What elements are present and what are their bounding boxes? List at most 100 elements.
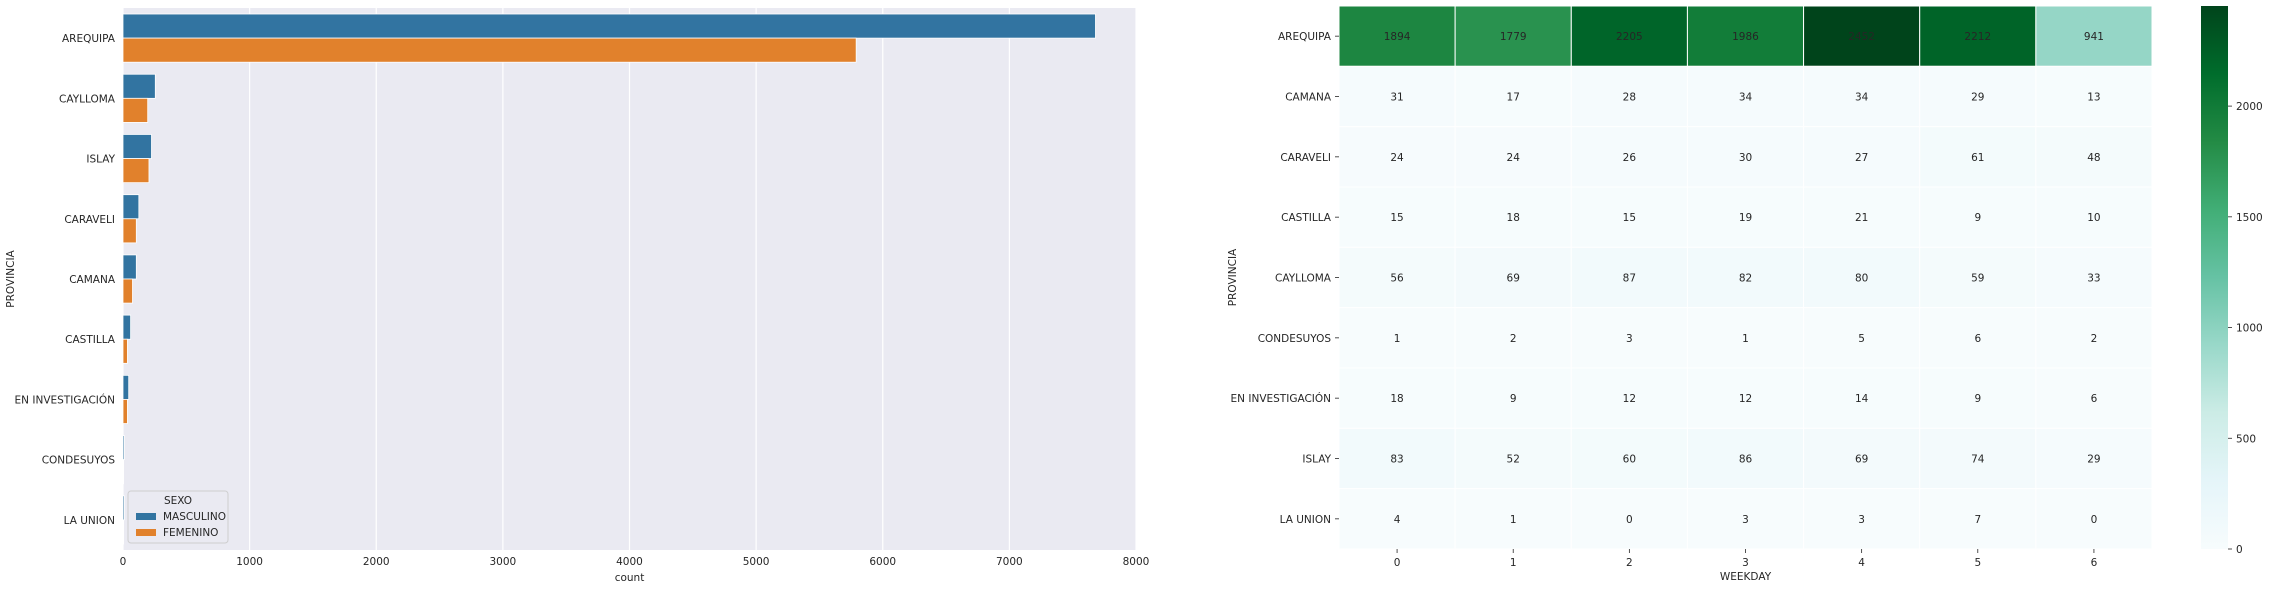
cell-value-label: 2205 bbox=[1616, 31, 1643, 43]
y-tick-label: ISLAY bbox=[86, 154, 115, 166]
cell-value-label: 2452 bbox=[1848, 31, 1875, 43]
bar-chart: 0 1000 2000 3000 4000 5000 6000 7000 8000 AREQUIP… bbox=[5, 8, 1149, 584]
heatmap-cell bbox=[1454, 488, 1572, 550]
x-tick-label: 4000 bbox=[616, 556, 643, 568]
cell-value-label: 28 bbox=[1623, 92, 1636, 104]
cell-value-label: 10 bbox=[2087, 212, 2100, 224]
cell-value-label: 1 bbox=[1394, 333, 1401, 345]
cell-value-label: 82 bbox=[1739, 273, 1752, 285]
cell-value-label: 3 bbox=[1626, 333, 1633, 345]
cell-value-label: 48 bbox=[2087, 152, 2100, 164]
y-tick-label: CAMANA bbox=[1285, 92, 1332, 104]
cell-value-label: 12 bbox=[1739, 393, 1752, 405]
heatmap-cell bbox=[1686, 126, 1805, 188]
legend-label: MASCULINO bbox=[163, 511, 226, 523]
heatmap-cell bbox=[1919, 186, 2037, 248]
cell-value-label: 61 bbox=[1971, 152, 1984, 164]
x-tick-label: 2000 bbox=[363, 556, 390, 568]
colorbar-tick-label: 1500 bbox=[2236, 212, 2263, 224]
cell-value-label: 9 bbox=[1974, 212, 1981, 224]
cell-value-label: 87 bbox=[1623, 273, 1636, 285]
cell-value-label: 9 bbox=[1510, 393, 1517, 405]
heatmap-cell bbox=[1919, 126, 2037, 188]
cell-value-label: 59 bbox=[1971, 273, 1984, 285]
heatmap-cell bbox=[1454, 186, 1572, 248]
legend-swatch bbox=[136, 513, 156, 520]
heatmap-cell bbox=[1338, 126, 1456, 188]
x-tick-label: 5000 bbox=[743, 556, 770, 568]
y-tick-label: AREQUIPA bbox=[62, 33, 116, 45]
y-tick-label: AREQUIPA bbox=[1278, 31, 1332, 43]
heatmap-cell bbox=[1570, 126, 1688, 188]
heatmap-cell bbox=[1686, 427, 1805, 490]
colorbar bbox=[2201, 6, 2228, 549]
cell-value-label: 15 bbox=[1623, 212, 1636, 224]
heatmap-cell bbox=[1919, 367, 2037, 429]
bar bbox=[122, 519, 125, 545]
heatmap-cell bbox=[2035, 307, 2153, 369]
colorbar-tick-label: 1000 bbox=[2236, 323, 2263, 335]
cell-value-label: 21 bbox=[1855, 212, 1868, 224]
cell-value-label: 83 bbox=[1390, 454, 1403, 466]
x-tick-label: 6000 bbox=[869, 556, 896, 568]
heatmap-cell bbox=[1803, 126, 1921, 188]
cell-value-label: 6 bbox=[2091, 393, 2098, 405]
heatmap-cell bbox=[1454, 427, 1572, 490]
cell-value-label: 2212 bbox=[1964, 31, 1991, 43]
heatmap-cell bbox=[1686, 246, 1805, 309]
bar bbox=[122, 37, 857, 63]
cell-value-label: 31 bbox=[1390, 92, 1403, 104]
bar bbox=[122, 97, 149, 123]
bar bbox=[122, 374, 130, 400]
y-tick-label: CASTILLA bbox=[1281, 212, 1332, 224]
cell-value-label: 24 bbox=[1507, 152, 1521, 164]
colorbar-tick-label: 500 bbox=[2236, 433, 2256, 445]
heatmap-cell bbox=[1454, 246, 1572, 309]
bar bbox=[122, 254, 137, 280]
cell-value-label: 29 bbox=[2087, 454, 2100, 466]
cell-value-label: 18 bbox=[1390, 393, 1403, 405]
y-tick-label: CONDESUYOS bbox=[1258, 333, 1332, 345]
bar bbox=[122, 338, 128, 364]
y-tick-label: EN INVESTIGACIÓN bbox=[1231, 392, 1331, 405]
cell-value-label: 5 bbox=[1858, 333, 1865, 345]
colorbar-tick-label: 2000 bbox=[2236, 101, 2263, 113]
cell-value-label: 12 bbox=[1623, 393, 1636, 405]
cell-value-label: 69 bbox=[1507, 273, 1520, 285]
cell-value-label: 1 bbox=[1510, 514, 1517, 526]
heatmap-cell bbox=[1570, 186, 1688, 248]
x-tick-label: 6 bbox=[2091, 557, 2098, 569]
x-tick-label: 4 bbox=[1858, 557, 1865, 569]
cell-value-label: 80 bbox=[1855, 273, 1868, 285]
bar bbox=[122, 435, 125, 461]
heatmap-cell bbox=[1570, 367, 1688, 429]
heatmap-cell bbox=[1686, 488, 1805, 550]
legend-swatch bbox=[136, 529, 156, 536]
heatmap-cell bbox=[2035, 488, 2153, 550]
cell-value-label: 14 bbox=[1855, 393, 1869, 405]
x-tick-label: 0 bbox=[120, 556, 127, 568]
cell-value-label: 26 bbox=[1623, 152, 1637, 164]
bar bbox=[122, 194, 140, 220]
cell-value-label: 0 bbox=[1626, 514, 1633, 526]
bar bbox=[122, 399, 128, 424]
cell-value-label: 941 bbox=[2084, 31, 2104, 43]
y-tick-label: CARAVELI bbox=[1280, 152, 1331, 164]
cell-value-label: 3 bbox=[1858, 514, 1865, 526]
y-tick-label: CONDESUYOS bbox=[42, 455, 116, 467]
y-tick-label: LA UNION bbox=[64, 515, 115, 527]
x-tick-label: 3 bbox=[1742, 557, 1749, 569]
cell-value-label: 34 bbox=[1855, 92, 1869, 104]
cell-value-label: 74 bbox=[1971, 454, 1985, 466]
y-tick-label: CAMANA bbox=[69, 274, 116, 286]
cell-value-label: 15 bbox=[1390, 212, 1403, 224]
heatmap-cell bbox=[1570, 427, 1688, 490]
heatmap-cell bbox=[2035, 246, 2153, 309]
heatmap-cell bbox=[2035, 65, 2153, 128]
cell-value-label: 17 bbox=[1507, 92, 1520, 104]
x-tick-label: 1000 bbox=[236, 556, 263, 568]
bar bbox=[122, 314, 131, 340]
heatmap-cell bbox=[1454, 307, 1572, 369]
